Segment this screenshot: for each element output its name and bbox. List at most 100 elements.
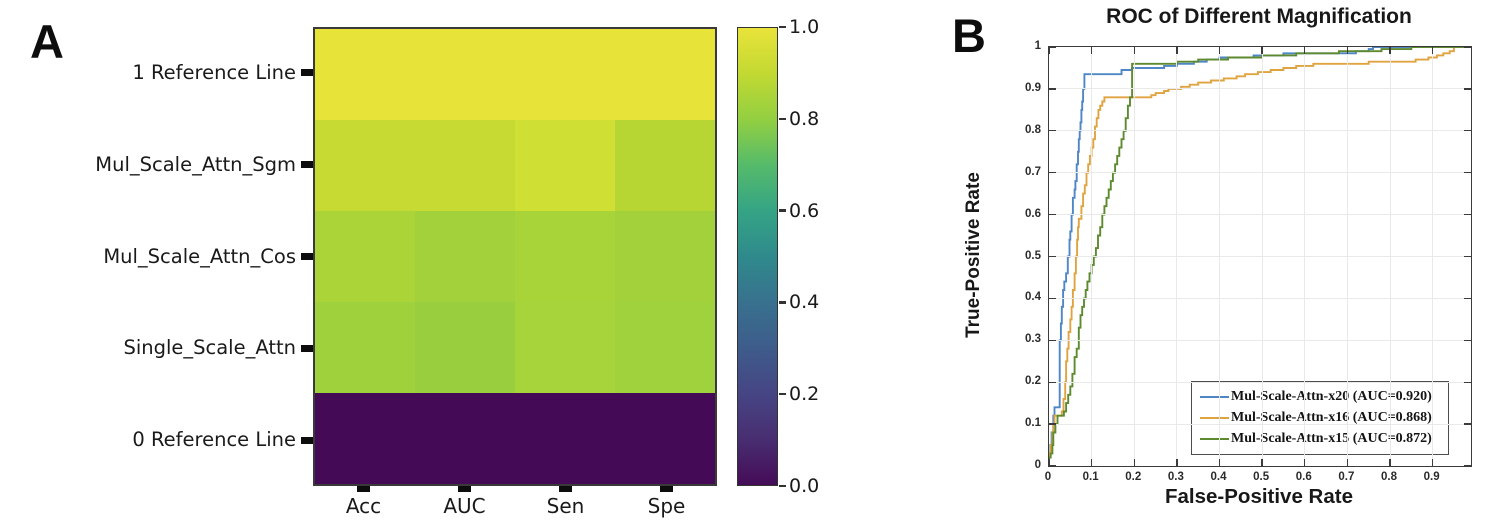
gridline-horizontal xyxy=(1049,256,1471,257)
heatmap xyxy=(313,27,717,486)
x-tick-mark-bottom xyxy=(1176,459,1178,466)
legend-item-mul-scale-attn-x16: Mul-Scale-Attn-x16 (AUC=0.868) xyxy=(1200,410,1442,426)
y-tick-mark-right xyxy=(1464,339,1471,341)
x-tick-mark-bottom xyxy=(1431,459,1434,466)
y-tick-mark-right xyxy=(1464,381,1471,383)
heatmap-cell-mul-scale-attn-cos-acc xyxy=(315,211,415,302)
roc-x-tick-label: 0.1 xyxy=(1082,471,1099,483)
roc-plot-area: Mul-Scale-Attn-x20 (AUC=0.920) Mul-Scale-… xyxy=(1048,46,1472,467)
roc-y-axis-label: True-Positive Rate xyxy=(963,172,984,338)
colorbar-tick-mark xyxy=(779,484,786,488)
colorbar-tick-label: 0.0 xyxy=(789,475,820,497)
gridline-horizontal xyxy=(1049,214,1471,216)
y-tick-mark-right xyxy=(1464,130,1471,132)
heatmap-col-label: AUC xyxy=(443,494,486,518)
colorbar-tick-label: 0.2 xyxy=(789,383,820,406)
x-tick-mark-bottom xyxy=(1304,459,1306,466)
heatmap-col-tick-mark xyxy=(660,486,673,492)
heatmap-cell-mul-scale-attn-sgm-acc xyxy=(315,120,415,211)
x-tick-mark-bottom xyxy=(1133,459,1135,466)
x-tick-mark-top xyxy=(1389,47,1391,54)
heatmap-cell-single-scale-attn-spe xyxy=(615,302,715,393)
y-tick-mark-right xyxy=(1464,88,1471,90)
y-tick-mark-left xyxy=(1049,172,1056,174)
heatmap-cell-0-reference-line-acc xyxy=(315,393,415,484)
colorbar xyxy=(737,27,778,486)
roc-curves xyxy=(1049,47,1471,466)
roc-legend: Mul-Scale-Attn-x20 (AUC=0.920) Mul-Scale-… xyxy=(1191,381,1449,455)
gridline-horizontal xyxy=(1049,339,1471,341)
legend-item-mul-scale-attn-x15: Mul-Scale-Attn-x15 (AUC=0.872) xyxy=(1200,431,1442,447)
roc-y-tick-label: 0.9 xyxy=(1025,81,1041,94)
legend-line-swatch xyxy=(1200,437,1229,440)
heatmap-row-tick-mark xyxy=(301,161,313,169)
legend-label: Mul-Scale-Attn-x15 (AUC=0.872) xyxy=(1231,430,1432,446)
roc-curve-mul-scale-attn-x16 xyxy=(1049,47,1471,466)
roc-x-tick-label: 0 xyxy=(1044,471,1052,483)
colorbar-tick-label: 0.6 xyxy=(789,199,820,222)
heatmap-cell-1-reference-line-spe xyxy=(615,29,715,120)
heatmap-cell-single-scale-attn-sen xyxy=(515,302,615,393)
roc-x-tick-label: 0.6 xyxy=(1295,471,1312,483)
panel-a-letter: A xyxy=(30,15,64,68)
y-tick-mark-left xyxy=(1049,465,1056,466)
roc-y-tick-label: 0.8 xyxy=(1025,123,1041,136)
legend-line-swatch xyxy=(1200,416,1229,419)
heatmap-row-label: Single_Scale_Attn xyxy=(123,336,296,360)
colorbar-tick-mark xyxy=(779,392,786,396)
heatmap-col-tick-mark xyxy=(458,486,471,492)
colorbar-tick-label: 0.8 xyxy=(789,107,820,130)
heatmap-cell-0-reference-line-spe xyxy=(615,393,715,484)
roc-y-tick-label: 0.6 xyxy=(1025,207,1041,220)
y-tick-mark-right xyxy=(1464,172,1471,174)
heatmap-row-tick-mark xyxy=(301,436,313,444)
heatmap-cell-mul-scale-attn-cos-sen xyxy=(515,211,615,302)
x-tick-mark-top xyxy=(1346,47,1349,54)
x-tick-mark-top xyxy=(1090,47,1093,54)
x-tick-mark-top xyxy=(1049,47,1050,54)
heatmap-row-tick-mark xyxy=(301,344,313,352)
x-tick-mark-top xyxy=(1218,47,1221,54)
heatmap-row-tick-mark xyxy=(301,69,313,77)
heatmap-cell-1-reference-line-acc xyxy=(315,29,415,120)
roc-y-tick-label: 0.3 xyxy=(1025,333,1041,346)
x-tick-mark-top xyxy=(1261,47,1263,54)
heatmap-row-label: 1 Reference Line xyxy=(132,60,296,84)
legend-line-swatch xyxy=(1200,396,1229,399)
heatmap-cell-mul-scale-attn-sgm-sen xyxy=(515,120,615,211)
gridline-horizontal xyxy=(1049,423,1471,425)
heatmap-cell-single-scale-attn-auc xyxy=(415,302,515,393)
heatmap-col-label: Spe xyxy=(647,494,686,518)
roc-title: ROC of Different Magnification xyxy=(1106,5,1412,28)
colorbar-tick-label: 0.4 xyxy=(789,291,820,314)
y-tick-mark-left xyxy=(1049,339,1056,341)
y-tick-mark-left xyxy=(1049,130,1056,132)
roc-x-tick-label: 0.4 xyxy=(1210,471,1227,483)
heatmap-cell-1-reference-line-sen xyxy=(515,29,615,120)
roc-y-tick-label: 0.2 xyxy=(1025,375,1041,388)
roc-x-axis-label: False-Positive Rate xyxy=(1165,485,1353,508)
roc-y-tick-label: 1 xyxy=(1034,40,1041,52)
colorbar-tick-mark xyxy=(779,25,786,29)
colorbar-tick-mark xyxy=(779,209,786,212)
y-tick-mark-right xyxy=(1464,297,1471,300)
heatmap-col-label: Sen xyxy=(546,494,585,518)
heatmap-cell-mul-scale-attn-sgm-spe xyxy=(615,120,715,211)
colorbar-tick-label: 1.0 xyxy=(789,16,820,38)
heatmap-col-tick-mark xyxy=(559,486,572,492)
roc-x-tick-label: 0.3 xyxy=(1167,471,1184,483)
roc-y-tick-label: 0.5 xyxy=(1025,249,1041,262)
gridline-horizontal xyxy=(1049,130,1471,132)
roc-y-tick-label: 0.7 xyxy=(1025,165,1041,178)
roc-curve-mul-scale-attn-x15 xyxy=(1049,47,1471,466)
roc-x-tick-label: 0.7 xyxy=(1338,471,1355,483)
roc-x-tick-label: 0.8 xyxy=(1381,471,1397,483)
y-tick-mark-left xyxy=(1049,297,1056,300)
heatmap-row-label: Mul_Scale_Attn_Sgm xyxy=(95,152,296,176)
gridline-horizontal xyxy=(1049,172,1471,174)
y-tick-mark-right xyxy=(1464,465,1471,466)
x-tick-mark-bottom xyxy=(1090,459,1093,466)
roc-y-tick-label: 0.1 xyxy=(1025,417,1041,430)
roc-x-tick-label: 0.5 xyxy=(1253,471,1270,483)
